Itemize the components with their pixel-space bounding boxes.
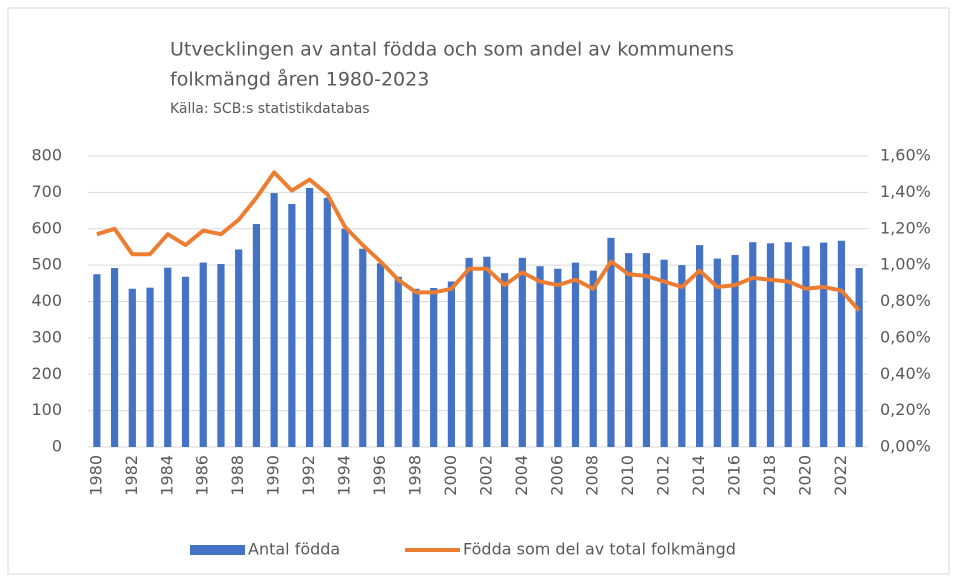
- x-tick-label: 2018: [760, 455, 779, 496]
- x-tick-label: 2004: [512, 455, 531, 496]
- y-tick-label: 500: [31, 255, 62, 274]
- y-tick-label: 600: [31, 218, 62, 237]
- bar: [855, 268, 863, 447]
- bar: [270, 193, 278, 447]
- x-tick-label: 2002: [476, 455, 495, 496]
- legend-label: Antal födda: [248, 540, 340, 559]
- x-tick-label: 2000: [441, 455, 460, 496]
- bar: [146, 287, 154, 447]
- x-tick-label: 1980: [86, 455, 105, 496]
- x-tick-label: 2022: [831, 455, 850, 496]
- x-tick-label: 2014: [689, 455, 708, 496]
- bar: [518, 257, 526, 447]
- chart-title: folkmängd åren 1980-2023: [170, 68, 429, 91]
- bar: [571, 262, 580, 447]
- y-tick-label: 800: [31, 146, 62, 165]
- y2-tick-label: 1,20%: [880, 218, 931, 237]
- x-tick-label: 2012: [654, 455, 673, 496]
- y-tick-label: 100: [31, 400, 62, 419]
- bar: [642, 253, 651, 447]
- bar: [110, 268, 119, 447]
- bar: [217, 264, 225, 447]
- bar: [713, 258, 721, 447]
- x-tick-label: 1998: [405, 455, 424, 496]
- x-tick-label: 1986: [193, 455, 212, 496]
- bar: [784, 242, 792, 447]
- y2-tick-label: 1,00%: [880, 255, 931, 274]
- x-tick-label: 2006: [547, 455, 566, 496]
- x-tick-label: 2020: [795, 455, 814, 496]
- x-tick-label: 1996: [370, 455, 389, 496]
- bar: [252, 224, 261, 447]
- bar: [412, 288, 420, 447]
- bar: [305, 188, 314, 447]
- chart-title: Utvecklingen av antal födda och som ande…: [170, 39, 734, 61]
- bar: [837, 240, 846, 447]
- bar: [359, 248, 367, 447]
- bar: [500, 273, 509, 447]
- bar: [93, 274, 101, 447]
- y2-tick-label: 1,40%: [880, 182, 931, 201]
- y-tick-label: 400: [31, 291, 62, 310]
- y-tick-label: 700: [31, 182, 62, 201]
- bar: [802, 246, 810, 447]
- bar: [164, 267, 172, 447]
- x-tick-label: 1994: [335, 455, 354, 496]
- line: [96, 170, 861, 312]
- x-tick-label: 1984: [157, 455, 176, 496]
- bar: [625, 253, 633, 447]
- bar: [483, 256, 491, 447]
- chart-subtitle: Källa: SCB:s statistikdatabas: [170, 101, 370, 117]
- bar: [323, 197, 331, 447]
- bar: [376, 263, 385, 447]
- bar: [288, 204, 296, 447]
- bar: [128, 288, 136, 447]
- x-tick-label: 1988: [228, 455, 247, 496]
- bar: [181, 276, 190, 447]
- bar: [749, 242, 757, 447]
- bar: [199, 262, 207, 447]
- bar: [430, 288, 438, 447]
- bar: [660, 259, 668, 447]
- bar: [465, 257, 473, 447]
- bar: [820, 242, 828, 447]
- bar: [695, 245, 704, 447]
- y2-tick-label: 0,00%: [880, 437, 931, 456]
- y2-tick-label: 0,40%: [880, 364, 931, 383]
- legend-label: Födda som del av total folkmängd: [463, 540, 736, 559]
- x-tick-label: 1990: [264, 455, 283, 496]
- bar: [731, 254, 739, 447]
- bar: [554, 268, 562, 447]
- bar: [678, 265, 686, 447]
- y2-tick-label: 1,60%: [880, 146, 931, 165]
- x-tick-label: 2008: [583, 455, 602, 496]
- y-tick-label: 200: [31, 364, 62, 383]
- y-tick-label: 0: [52, 437, 62, 456]
- bar: [766, 243, 775, 447]
- bar: [341, 228, 349, 447]
- y2-tick-label: 0,60%: [880, 327, 931, 346]
- y2-tick-label: 0,20%: [880, 400, 931, 419]
- bar: [447, 281, 456, 447]
- y-tick-label: 300: [31, 327, 62, 346]
- y2-tick-label: 0,80%: [880, 291, 931, 310]
- bar: [536, 266, 544, 447]
- x-tick-label: 2010: [618, 455, 637, 496]
- bar: [394, 276, 402, 447]
- bar: [607, 237, 615, 447]
- bar: [589, 270, 597, 447]
- x-tick-label: 1992: [299, 455, 318, 496]
- x-tick-label: 2016: [725, 455, 744, 496]
- bar: [235, 249, 243, 447]
- x-tick-label: 1982: [122, 455, 141, 496]
- legend-swatch: [190, 545, 245, 555]
